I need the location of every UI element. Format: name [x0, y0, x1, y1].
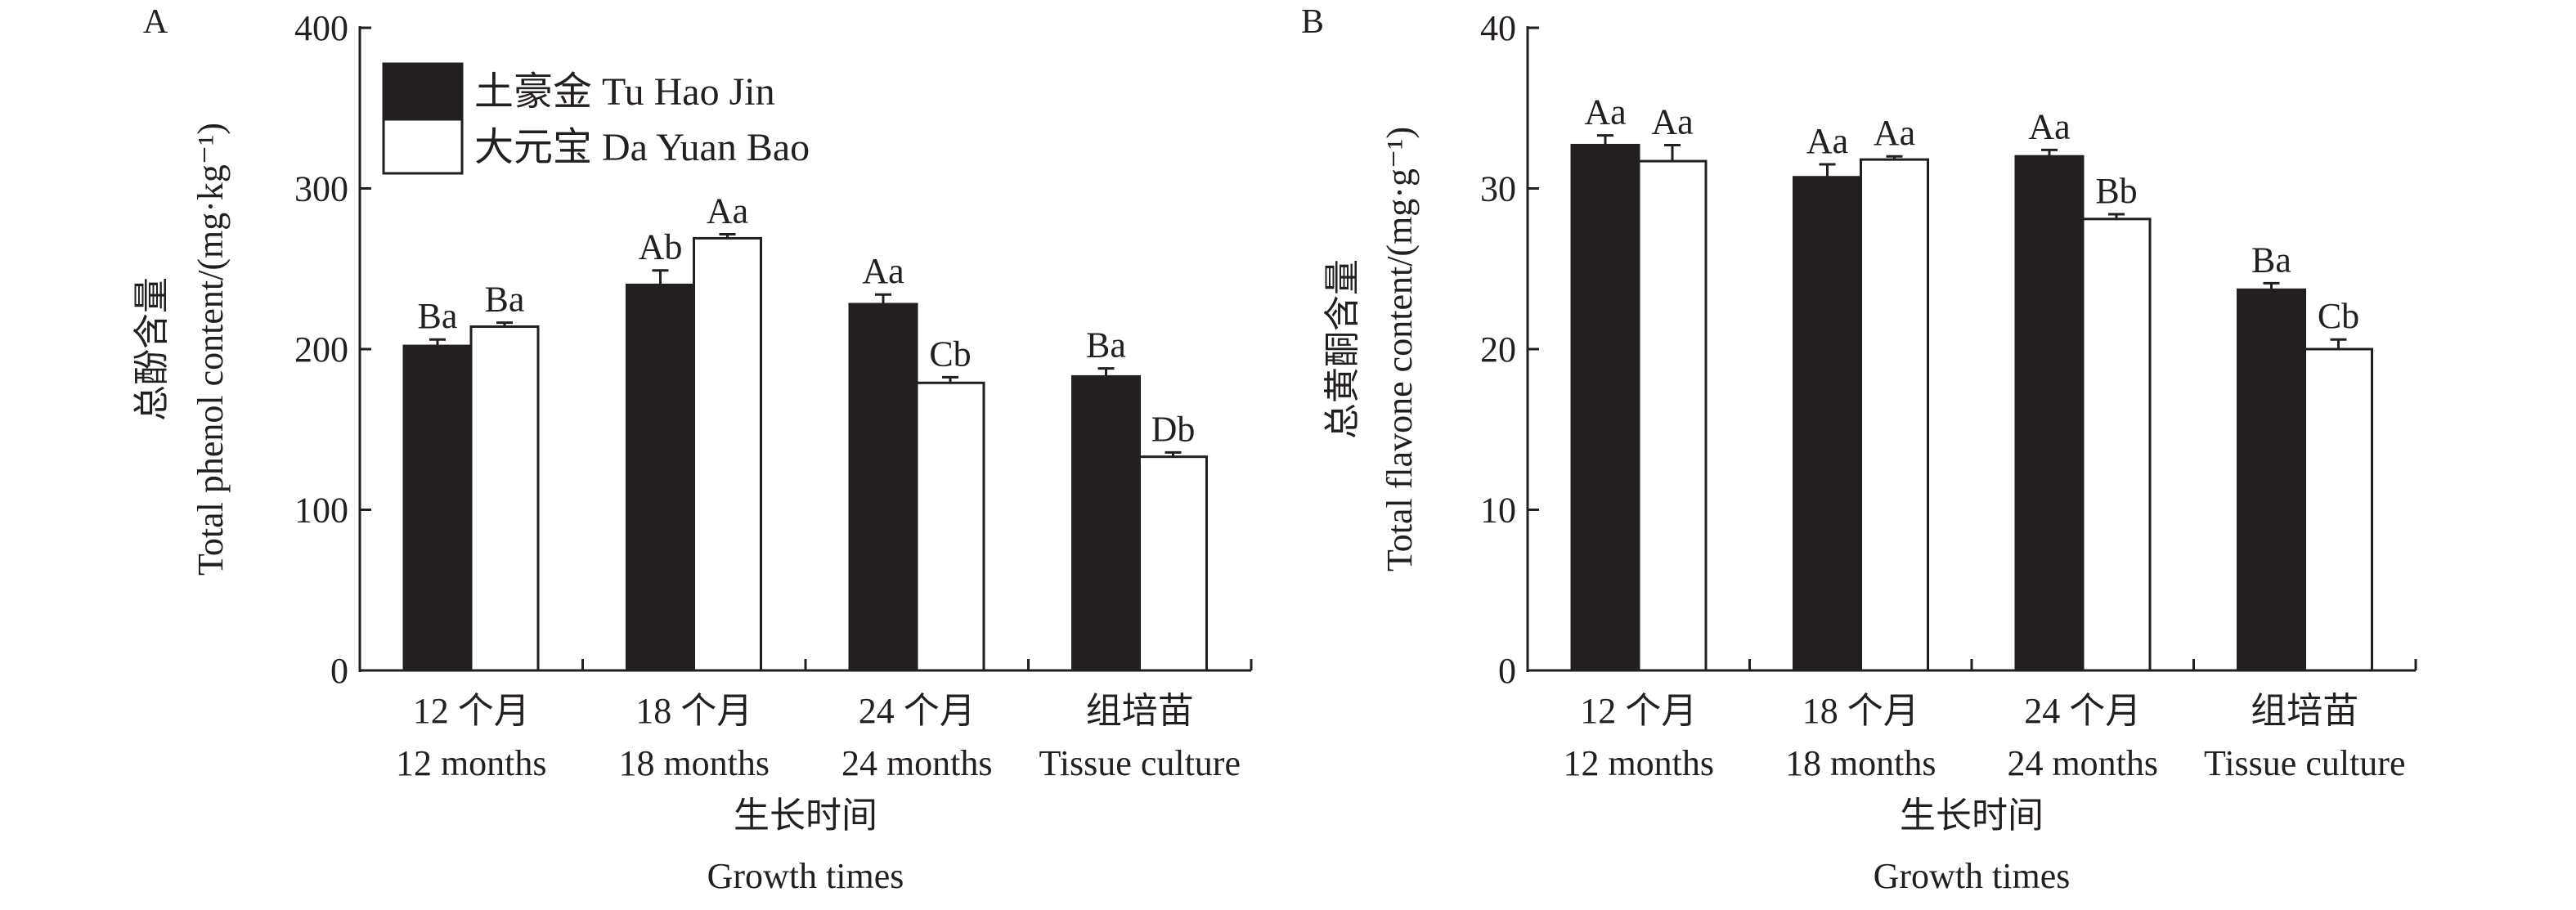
significance-label: Aa: [1584, 92, 1626, 132]
significance-label: Ba: [1086, 325, 1126, 365]
x-tick-label-cn: 24 个月: [2024, 691, 2141, 731]
x-tick-label: 24 months: [2007, 743, 2158, 783]
x-axis-title: Growth times: [707, 856, 904, 896]
significance-label: Aa: [1874, 113, 1915, 153]
y-tick-label: 100: [294, 491, 348, 531]
panel-label: B: [1301, 3, 1324, 41]
bar-da-yuan-bao: [1860, 158, 1929, 672]
y-axis-title: Total phenol content/(mg·kg⁻¹): [191, 123, 231, 576]
legend: [382, 62, 464, 175]
y-tick-label: 200: [294, 329, 348, 370]
x-tick-label-cn: 12 个月: [413, 691, 530, 731]
x-tick-label-cn: 24 个月: [859, 691, 976, 731]
y-tick-label: 20: [1480, 329, 1516, 370]
panel-label: A: [143, 3, 168, 41]
bar-tu-hao-jin: [2014, 155, 2085, 672]
x-tick-label-cn: 18 个月: [1802, 691, 1919, 731]
y-axis-title-cn: 总酚含量: [132, 277, 172, 421]
legend-swatch-da-yuan-bao: [382, 118, 464, 175]
significance-label: Cb: [2318, 296, 2359, 336]
bar-tu-hao-jin: [2237, 288, 2306, 672]
significance-label: Bb: [2095, 171, 2137, 211]
x-tick-label-cn: 12 个月: [1580, 691, 1697, 731]
panel-A: [358, 26, 1253, 672]
significance-label: Db: [1151, 409, 1196, 449]
significance-label: Ab: [639, 227, 683, 267]
bar-da-yuan-bao: [469, 325, 540, 672]
x-tick-label: 18 months: [1785, 743, 1936, 783]
y-axis-title: Total flavone content/(mg·g⁻¹): [1380, 127, 1420, 572]
significance-label: Aa: [707, 191, 748, 231]
x-tick-label-cn: 组培苗: [2251, 691, 2358, 731]
x-axis-title-cn: 生长时间: [1900, 796, 2044, 836]
legend-label: 土豪金 Tu Hao Jin: [474, 70, 775, 114]
significance-label: Aa: [2028, 106, 2070, 146]
x-axis-title: Growth times: [1874, 856, 2071, 896]
x-tick-label: Tissue culture: [1039, 743, 1241, 783]
y-tick-label: 40: [1480, 8, 1516, 48]
y-tick-label: 30: [1480, 169, 1516, 209]
significance-label: Cb: [929, 334, 971, 374]
panel-B: [1526, 26, 2417, 672]
significance-label: Aa: [1651, 101, 1693, 141]
x-axis-title-cn: 生长时间: [734, 796, 877, 836]
significance-label: Ba: [418, 296, 458, 336]
significance-label: Ba: [485, 280, 525, 320]
bar-tu-hao-jin: [626, 283, 695, 672]
x-tick-label: 12 months: [396, 743, 547, 783]
bar-tu-hao-jin: [848, 303, 918, 672]
y-tick-label: 0: [1498, 651, 1516, 691]
bar-da-yuan-bao: [2304, 347, 2373, 672]
legend-swatch-tu-hao-jin: [382, 62, 464, 119]
bar-da-yuan-bao: [2081, 217, 2152, 672]
x-tick-label: 24 months: [841, 743, 993, 783]
bar-da-yuan-bao: [1637, 159, 1708, 672]
significance-label: Ba: [2251, 240, 2291, 280]
x-tick-label-cn: 组培苗: [1086, 691, 1194, 731]
significance-label: Aa: [862, 251, 904, 291]
y-tick-label: 10: [1480, 491, 1516, 531]
significance-label: Aa: [1806, 121, 1848, 161]
bar-da-yuan-bao: [693, 236, 762, 672]
bar-tu-hao-jin: [1071, 374, 1141, 672]
bar-tu-hao-jin: [1793, 176, 1862, 672]
y-axis-title-cn: 总黄酮含量: [1322, 259, 1362, 439]
legend-label: 大元宝 Da Yuan Bao: [474, 126, 810, 169]
x-tick-label-cn: 18 个月: [635, 691, 752, 731]
bar-tu-hao-jin: [1570, 143, 1640, 672]
bar-tu-hao-jin: [402, 344, 473, 672]
y-tick-label: 400: [294, 8, 348, 48]
y-tick-label: 300: [294, 169, 348, 209]
bar-da-yuan-bao: [1138, 455, 1208, 672]
x-tick-label: Tissue culture: [2204, 743, 2406, 783]
x-tick-label: 12 months: [1563, 743, 1714, 783]
x-tick-label: 18 months: [618, 743, 770, 783]
bar-da-yuan-bao: [915, 381, 985, 672]
y-tick-label: 0: [330, 651, 348, 691]
